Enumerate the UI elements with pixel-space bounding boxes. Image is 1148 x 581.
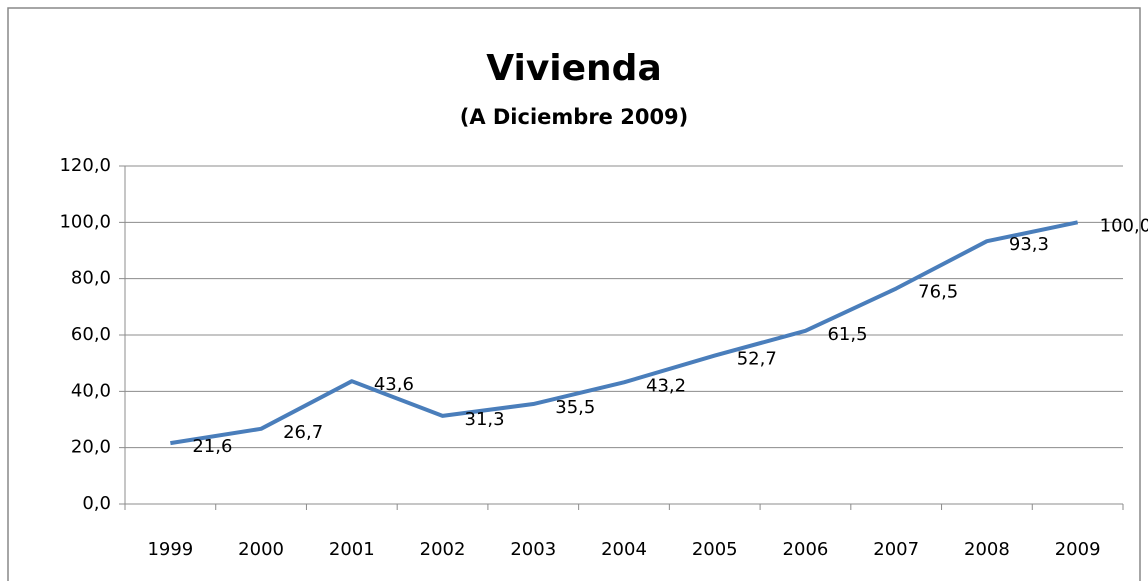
x-tick-label: 2007 bbox=[873, 539, 919, 560]
chart-frame bbox=[7, 7, 1141, 581]
y-tick-label: 80,0 bbox=[71, 268, 111, 289]
x-tick-label: 1999 bbox=[147, 539, 193, 560]
x-tick-label: 2002 bbox=[420, 539, 466, 560]
y-tick-label: 120,0 bbox=[59, 155, 111, 176]
x-tick-label: 2009 bbox=[1055, 539, 1101, 560]
y-tick-label: 0,0 bbox=[82, 493, 111, 514]
y-tick-label: 40,0 bbox=[71, 380, 111, 401]
y-tick-label: 100,0 bbox=[59, 211, 111, 232]
data-label: 21,6 bbox=[192, 436, 232, 457]
data-label: 100,0 bbox=[1100, 215, 1148, 236]
x-tick-label: 2000 bbox=[238, 539, 284, 560]
data-label: 93,3 bbox=[1009, 234, 1049, 255]
x-tick-label: 2001 bbox=[329, 539, 375, 560]
chart-title: Vivienda bbox=[486, 48, 661, 89]
y-tick-label: 60,0 bbox=[71, 324, 111, 345]
data-label: 31,3 bbox=[465, 409, 505, 430]
x-tick-label: 2006 bbox=[783, 539, 829, 560]
x-tick-label: 2005 bbox=[692, 539, 738, 560]
data-label: 26,7 bbox=[283, 422, 323, 443]
y-tick-label: 20,0 bbox=[71, 437, 111, 458]
chart-subtitle: (A Diciembre 2009) bbox=[460, 105, 689, 129]
data-label: 52,7 bbox=[737, 349, 777, 370]
x-tick-label: 2003 bbox=[510, 539, 556, 560]
x-tick-label: 2008 bbox=[964, 539, 1010, 560]
data-label: 76,5 bbox=[918, 282, 958, 303]
data-label: 61,5 bbox=[827, 324, 867, 345]
x-tick-label: 2004 bbox=[601, 539, 647, 560]
data-line bbox=[170, 220, 1079, 446]
data-label: 43,6 bbox=[374, 374, 414, 395]
data-label: 35,5 bbox=[555, 397, 595, 418]
data-label: 43,2 bbox=[646, 375, 686, 396]
